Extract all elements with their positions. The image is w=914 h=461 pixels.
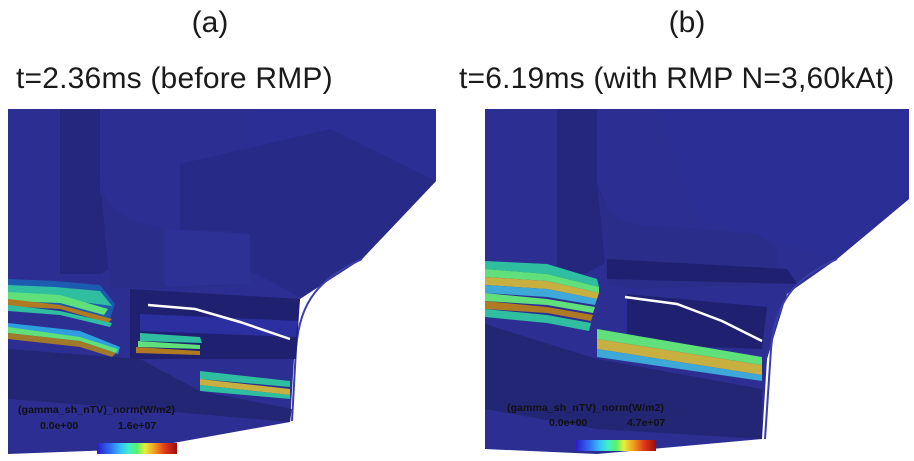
colorbar-max: 1.6e+07 <box>118 420 157 432</box>
lower-floor <box>8 349 292 422</box>
heat-flux-render <box>485 109 909 454</box>
upper-face <box>657 109 909 259</box>
colorbar-title: (gamma_sh_nTV)_norm(W/m2) <box>18 404 176 416</box>
baffle-shade <box>165 229 250 287</box>
colorbar-title: (gamma_sh_nTV)_norm(W/m2) <box>507 402 665 414</box>
bowl-edge <box>764 258 838 440</box>
heat-flux-render <box>8 109 436 454</box>
time-label: t=2.36ms (before RMP) <box>16 62 333 95</box>
stripes-left <box>485 261 599 331</box>
separatrix-line <box>147 303 291 341</box>
panel-letter: (b) <box>668 6 706 39</box>
colorbar <box>97 443 177 454</box>
panel-a: (a) t=2.36ms (before RMP) <box>8 6 436 454</box>
stripes-center <box>136 333 290 399</box>
stripes-left <box>8 279 120 357</box>
lower-floor <box>485 324 762 439</box>
separatrix-line <box>624 295 763 343</box>
time-label: t=6.19ms (with RMP N=3,60kAt) <box>459 62 895 95</box>
colorbar <box>576 440 656 451</box>
panel-b: (b) t=6.19ms (with RMP N=3,60kAt) (gamma… <box>457 0 914 461</box>
band-dark <box>607 259 797 284</box>
panel-letter: (a) <box>191 6 229 39</box>
left-column <box>557 109 612 274</box>
band-dark-2 <box>627 294 767 349</box>
band-mid <box>140 314 298 337</box>
colorbar-min: 0.0e+00 <box>549 417 588 429</box>
colorbar-min: 0.0e+00 <box>40 420 79 432</box>
colorbar-max: 4.7e+07 <box>627 417 666 429</box>
stripes-lower <box>597 329 762 381</box>
